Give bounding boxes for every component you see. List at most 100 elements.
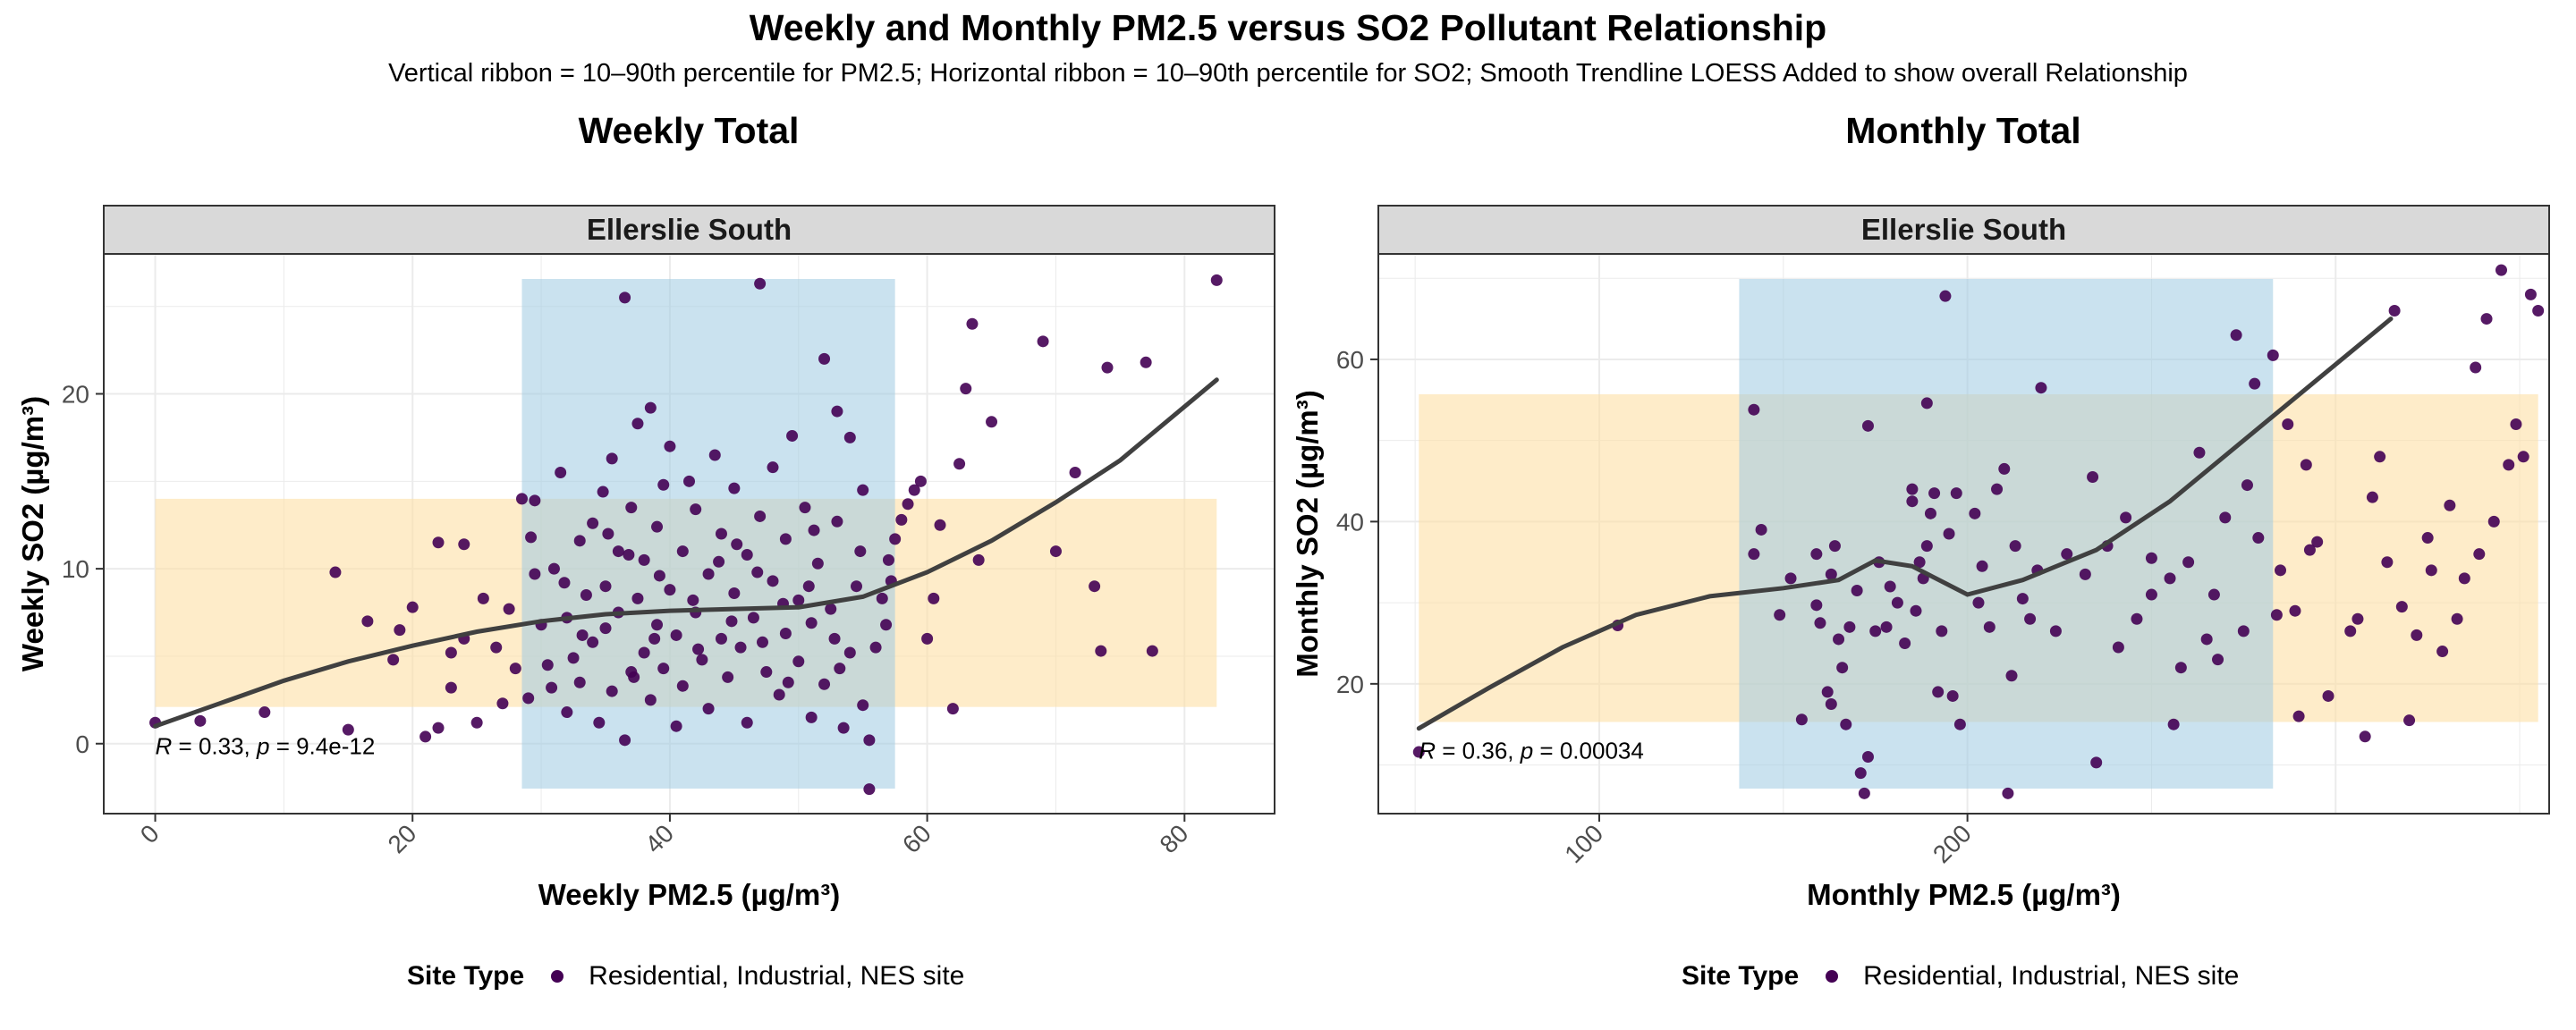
data-point	[2016, 593, 2029, 605]
panel-1: R = 0.36, p = 0.00034 Ellerslie South 100 2…	[1291, 205, 2550, 911]
data-point	[889, 533, 902, 545]
data-point	[638, 646, 650, 659]
data-point	[715, 632, 727, 645]
data-point	[1920, 397, 1933, 409]
data-point	[597, 485, 609, 498]
data-point	[692, 643, 705, 655]
data-point	[2425, 564, 2437, 577]
data-point	[687, 594, 699, 606]
data-point	[2366, 491, 2378, 503]
data-point	[1840, 718, 1852, 730]
data-point	[631, 592, 644, 604]
data-point	[1146, 645, 1158, 657]
data-point	[828, 632, 841, 645]
data-point	[529, 494, 541, 507]
data-point	[664, 584, 676, 596]
data-point	[2112, 641, 2124, 654]
data-point	[522, 692, 535, 705]
data-point	[2207, 588, 2220, 601]
data-point	[792, 594, 805, 606]
data-point	[194, 714, 207, 727]
x-tick-label: 40	[640, 819, 679, 858]
data-point	[1810, 548, 1823, 561]
stat-r-value: = 0.36,	[1436, 737, 1521, 764]
data-point	[670, 629, 682, 641]
data-point	[1972, 596, 1985, 609]
data-point	[2087, 470, 2099, 483]
data-point	[541, 659, 554, 671]
data-point	[782, 676, 794, 688]
data-point	[751, 566, 764, 578]
data-point	[606, 452, 618, 465]
data-point	[702, 568, 715, 580]
data-point	[638, 553, 650, 566]
data-point	[2193, 446, 2206, 459]
data-point	[1101, 361, 1114, 374]
data-point	[831, 515, 843, 528]
data-point	[779, 628, 792, 640]
data-point	[477, 592, 489, 604]
data-point	[406, 601, 419, 613]
data-point	[2182, 556, 2195, 569]
data-point	[2381, 556, 2394, 569]
data-point	[728, 482, 741, 494]
data-point	[863, 783, 876, 796]
data-point	[1991, 483, 2004, 495]
data-point	[1913, 556, 1926, 569]
data-point	[516, 493, 528, 505]
data-point	[1851, 585, 1863, 597]
data-point	[612, 545, 624, 558]
stat-r: R	[156, 732, 173, 759]
pm25-percentile-ribbon	[1739, 279, 2274, 789]
stat-annotation: R = 0.33, p = 9.4e-12	[156, 732, 376, 759]
data-point	[792, 655, 805, 668]
data-point	[1748, 548, 1760, 561]
data-point	[1140, 356, 1152, 368]
data-point	[851, 580, 862, 593]
weekly-legend: Site Type Residential, Industrial, NES s…	[407, 958, 964, 994]
data-point	[676, 680, 689, 692]
data-point	[2164, 572, 2176, 585]
data-point	[946, 703, 959, 715]
data-point	[651, 520, 664, 533]
data-point	[2249, 377, 2261, 390]
data-point	[811, 557, 824, 570]
stat-r: R	[1419, 737, 1436, 764]
data-point	[1412, 746, 1425, 758]
data-point	[725, 615, 738, 628]
data-point	[908, 484, 920, 496]
data-point	[580, 588, 592, 601]
data-point	[843, 646, 856, 659]
data-point	[329, 566, 342, 578]
data-point	[546, 681, 558, 694]
data-point	[1936, 625, 1948, 637]
data-point	[741, 548, 753, 561]
data-point	[1932, 686, 1945, 698]
legend-label: Residential, Industrial, NES site	[1863, 961, 2240, 991]
x-tick-label: 60	[897, 819, 936, 858]
data-point	[419, 730, 432, 743]
data-point	[651, 619, 664, 631]
data-point	[2322, 689, 2334, 702]
data-point	[1748, 403, 1760, 416]
data-point	[593, 716, 606, 729]
data-point	[754, 510, 767, 522]
data-point	[779, 533, 792, 545]
data-point	[1795, 713, 1808, 726]
data-point	[843, 431, 856, 443]
data-point	[2444, 499, 2456, 511]
data-point	[854, 545, 867, 558]
data-point	[1950, 487, 1962, 500]
data-point	[741, 716, 753, 729]
data-point	[818, 352, 831, 365]
data-point	[599, 580, 612, 593]
data-point	[928, 592, 940, 604]
data-point	[2359, 730, 2371, 743]
data-point	[1825, 568, 1837, 580]
panel-border	[103, 253, 1275, 815]
data-point	[713, 555, 725, 568]
data-point	[690, 503, 702, 516]
data-point	[1095, 645, 1107, 657]
data-point	[747, 612, 759, 624]
data-point	[1920, 540, 1933, 553]
